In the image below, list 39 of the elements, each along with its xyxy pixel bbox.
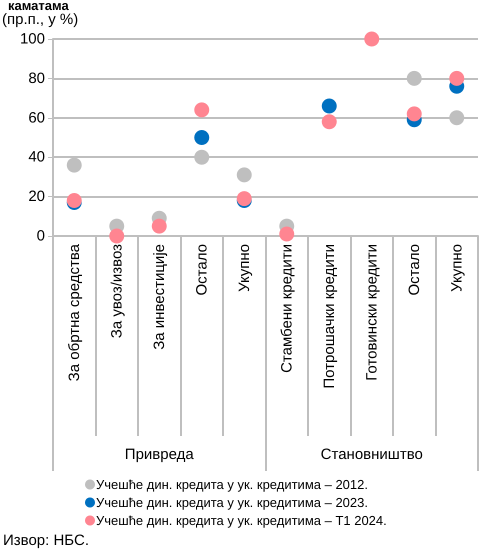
- point: [322, 98, 337, 114]
- y-tick-label: 20: [28, 188, 45, 206]
- text: Привреда: [124, 446, 194, 463]
- point: [194, 102, 210, 118]
- point: [194, 130, 210, 145]
- point: [194, 150, 210, 165]
- point: [236, 167, 252, 182]
- point: [406, 106, 422, 122]
- point: [449, 70, 464, 86]
- legend-label: Учешће дин. кредита у ук. кредитима – 2023.: [96, 495, 368, 510]
- x-tick-label: Стамбени кредити: [278, 244, 296, 373]
- point: [364, 32, 380, 46]
- x-tick-label: Потрошачки кредити: [320, 244, 338, 389]
- point: [322, 114, 337, 130]
- x-tick-label: Укупно: [236, 244, 253, 292]
- chart-title: каматама: [8, 0, 70, 13]
- point: [109, 228, 124, 244]
- text: Извор: НБС.: [3, 532, 89, 549]
- point: [406, 70, 422, 86]
- text: Становништво: [320, 446, 423, 463]
- y-tick-label: 0: [36, 228, 45, 244]
- x-tick-label: Остало: [193, 244, 210, 296]
- point: [66, 158, 82, 173]
- legend-label: Учешће дин. кредита у ук. кредитима – Т1 2024.: [96, 513, 387, 528]
- x-tick-label: За увоз/извоз: [108, 244, 126, 338]
- legend-label: Учешће дин. кредита у ук. кредитима – 2012.: [96, 477, 368, 492]
- point: [152, 218, 167, 234]
- x-tick-label: Готовински кредити: [363, 244, 380, 381]
- y-tick-label: 40: [28, 148, 45, 166]
- y-tick-label: 100: [20, 30, 45, 48]
- x-tick-label: Остало: [406, 244, 423, 296]
- point: [449, 110, 464, 126]
- y-tick-label: 80: [28, 70, 45, 87]
- point: [279, 226, 294, 242]
- y-axis-title: (пр.п., у %): [2, 11, 78, 28]
- x-tick-label: За обртна средства: [66, 243, 83, 382]
- x-tick-label: За инвестиције: [150, 244, 168, 350]
- y-tick-label: 60: [28, 109, 45, 126]
- x-tick-label: Укупно: [448, 244, 466, 292]
